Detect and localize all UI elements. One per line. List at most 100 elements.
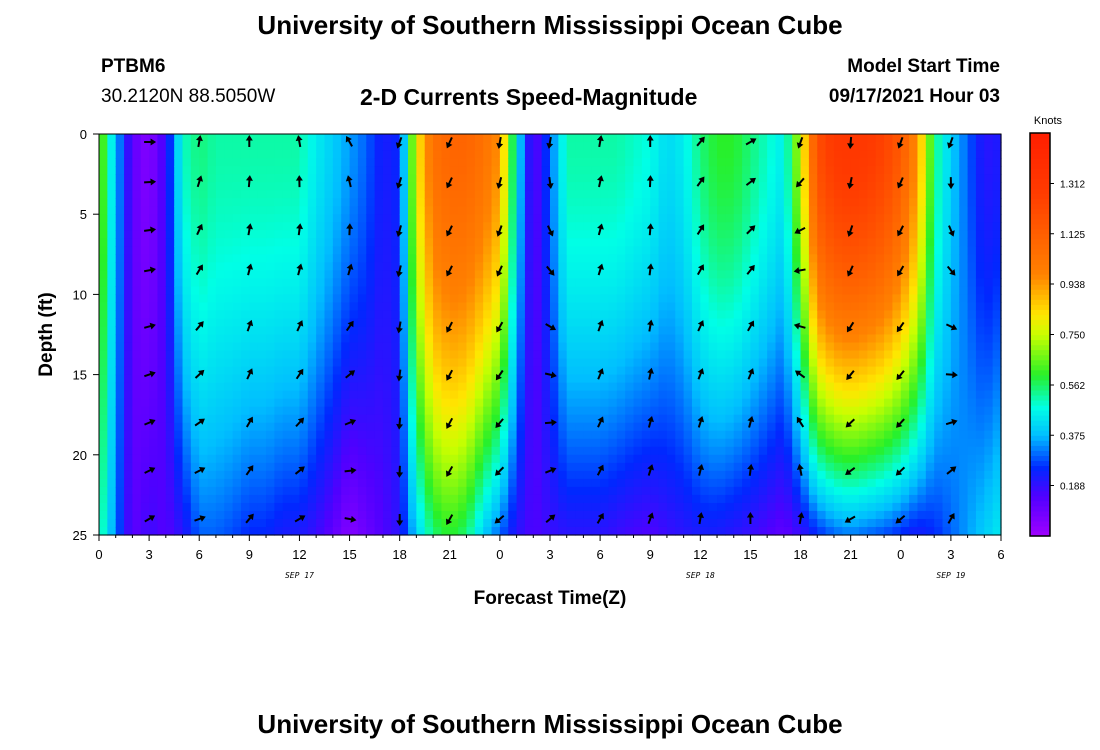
heatmap-cell xyxy=(307,294,317,304)
heatmap-cell xyxy=(249,518,259,528)
heatmap-cell xyxy=(157,238,167,247)
heatmap-cell xyxy=(374,302,384,312)
heatmap-cell xyxy=(900,494,910,504)
heatmap-cell xyxy=(99,302,108,312)
heatmap-cell xyxy=(900,406,910,416)
heatmap-cell xyxy=(675,174,685,183)
heatmap-cell xyxy=(666,318,676,328)
heatmap-cell xyxy=(491,326,501,336)
heatmap-cell xyxy=(524,134,534,143)
heatmap-cell xyxy=(842,342,852,352)
heatmap-cell xyxy=(399,158,409,167)
heatmap-cell xyxy=(449,486,459,496)
heatmap-cell xyxy=(316,494,326,504)
heatmap-cell xyxy=(491,198,501,207)
heatmap-cell xyxy=(650,406,660,416)
heatmap-cell xyxy=(441,302,451,312)
heatmap-cell xyxy=(257,382,267,392)
heatmap-cell xyxy=(808,334,818,344)
heatmap-cell xyxy=(750,182,760,191)
heatmap-cell xyxy=(349,494,359,504)
heatmap-cell xyxy=(867,406,877,416)
heatmap-cell xyxy=(825,526,835,536)
heatmap-cell xyxy=(441,374,451,384)
heatmap-cell xyxy=(658,486,668,496)
heatmap-cell xyxy=(458,462,468,472)
heatmap-cell xyxy=(99,246,108,255)
heatmap-cell xyxy=(224,350,234,360)
heatmap-cell xyxy=(550,270,559,279)
heatmap-cell xyxy=(399,454,409,464)
heatmap-cell xyxy=(324,382,334,392)
heatmap-cell xyxy=(316,358,326,368)
heatmap-cell xyxy=(357,398,367,408)
heatmap-cell xyxy=(474,518,484,528)
heatmap-cell xyxy=(583,334,593,344)
heatmap-cell xyxy=(299,390,309,400)
heatmap-cell xyxy=(708,150,718,159)
heatmap-cell xyxy=(550,438,559,448)
heatmap-cell xyxy=(174,318,184,328)
heatmap-cell xyxy=(165,238,175,247)
heatmap-cell xyxy=(817,374,827,384)
heatmap-cell xyxy=(900,206,910,215)
heatmap-cell xyxy=(140,150,150,159)
heatmap-cell xyxy=(107,214,117,223)
heatmap-cell xyxy=(683,214,693,223)
heatmap-cell xyxy=(115,446,125,456)
heatmap-cell xyxy=(249,414,259,424)
heatmap-cell xyxy=(817,502,827,512)
heatmap-cell xyxy=(917,246,927,255)
heatmap-cell xyxy=(658,494,668,504)
heatmap-cell xyxy=(349,374,359,384)
heatmap-cell xyxy=(491,150,501,159)
heatmap-cell xyxy=(842,494,852,504)
heatmap-cell xyxy=(817,198,827,207)
heatmap-cell xyxy=(449,422,459,432)
heatmap-cell xyxy=(449,390,459,400)
heatmap-cell xyxy=(483,310,493,320)
heatmap-cell xyxy=(658,214,668,223)
heatmap-cell xyxy=(909,382,919,392)
heatmap-cell xyxy=(675,518,685,528)
heatmap-cell xyxy=(808,406,818,416)
heatmap-cell xyxy=(600,286,610,295)
heatmap-cell xyxy=(483,502,493,512)
heatmap-cell xyxy=(341,230,351,239)
heatmap-cell xyxy=(583,350,593,360)
heatmap-cell xyxy=(717,334,726,344)
heatmap-cell xyxy=(215,518,225,528)
heatmap-cell xyxy=(658,230,668,239)
heatmap-cell xyxy=(299,470,309,480)
heatmap-cell xyxy=(825,326,835,336)
heatmap-cell xyxy=(691,262,701,271)
heatmap-cell xyxy=(533,214,543,223)
heatmap-cell xyxy=(641,158,651,167)
heatmap-cell xyxy=(516,406,526,416)
heatmap-cell xyxy=(266,286,275,295)
heatmap-cell xyxy=(249,238,259,247)
heatmap-cell xyxy=(917,230,927,239)
heatmap-cell xyxy=(925,254,935,263)
heatmap-cell xyxy=(424,454,434,464)
heatmap-cell xyxy=(274,326,284,336)
heatmap-cell xyxy=(240,454,250,464)
heatmap-cell xyxy=(215,334,225,344)
heatmap-cell xyxy=(291,198,301,207)
heatmap-cell xyxy=(875,526,885,536)
heatmap-cell xyxy=(307,446,317,456)
heatmap-cell xyxy=(357,334,367,344)
heatmap-cell xyxy=(859,294,868,304)
heatmap-cell xyxy=(683,398,693,408)
heatmap-cell xyxy=(207,358,217,368)
heatmap-cell xyxy=(224,182,234,191)
heatmap-cell xyxy=(583,286,593,295)
heatmap-cell xyxy=(867,494,877,504)
heatmap-cell xyxy=(742,462,752,472)
heatmap-cell xyxy=(583,134,593,143)
heatmap-cell xyxy=(458,302,468,312)
heatmap-cell xyxy=(742,198,752,207)
heatmap-cell xyxy=(675,278,685,287)
heatmap-cell xyxy=(717,510,726,520)
heatmap-cell xyxy=(399,230,409,239)
